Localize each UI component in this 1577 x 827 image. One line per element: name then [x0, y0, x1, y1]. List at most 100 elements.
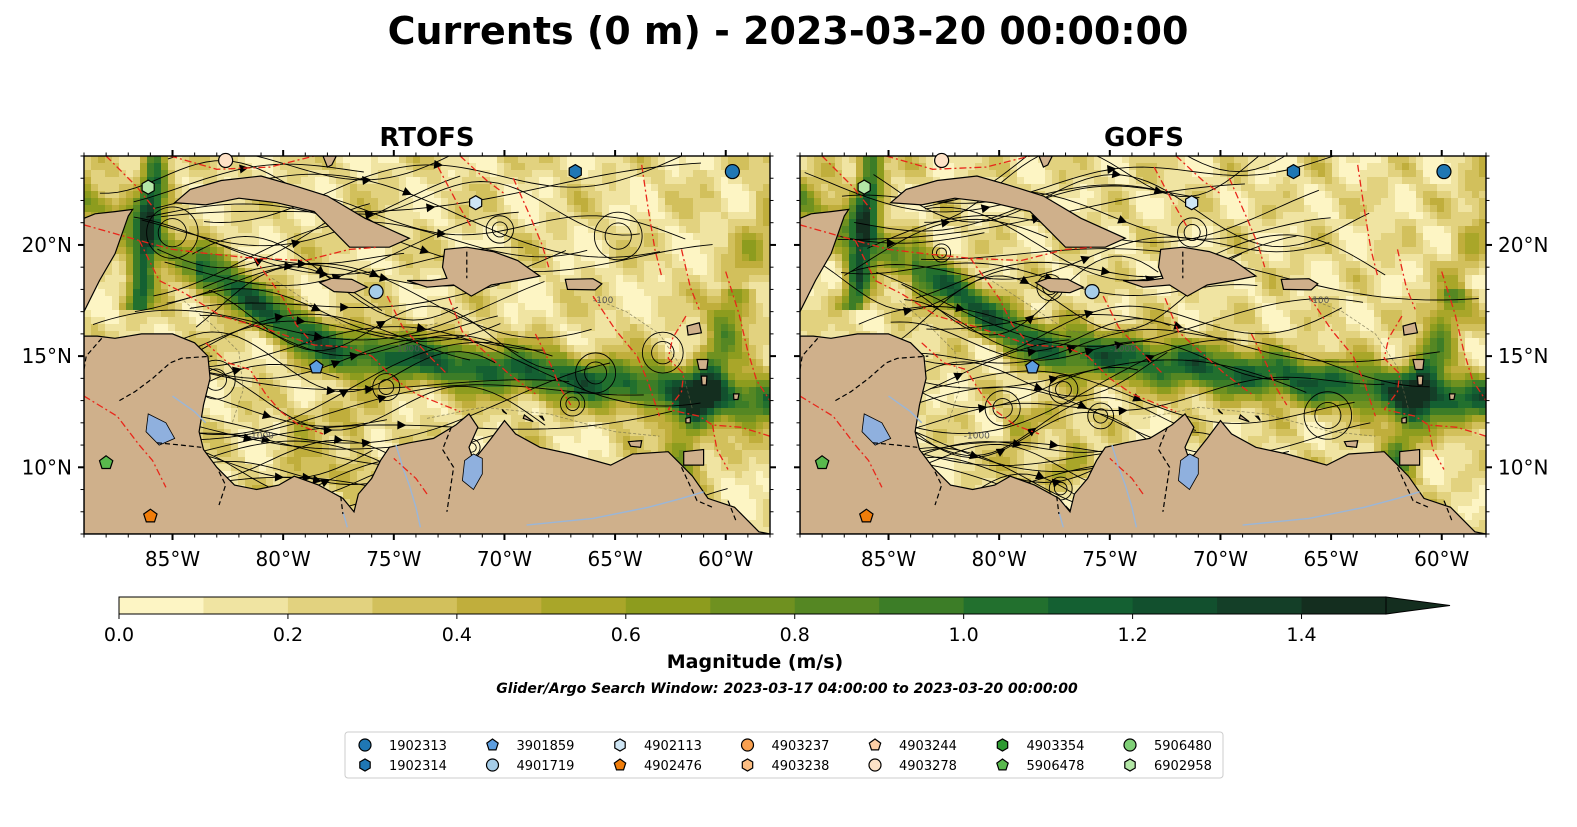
figure-title: Currents (0 m) - 2023-03-20 00:00:00: [388, 9, 1189, 53]
platform-marker-4903278[interactable]: [218, 152, 234, 169]
eddy-streamline: [1053, 481, 1068, 496]
streamline: [151, 326, 701, 407]
eez-line: [1441, 271, 1486, 401]
lon-tick-label: 85°W: [861, 547, 916, 571]
lat-tick-label: 15°N: [22, 344, 72, 368]
legend-item-4903237: 4903237: [740, 738, 829, 754]
streamline-arrowhead: [261, 410, 272, 420]
legend-item-1902313: 1902313: [358, 738, 447, 754]
legend-label: 4901719: [517, 759, 575, 774]
bathymetry-contour: [426, 406, 660, 437]
bathymetry-contour: [1142, 406, 1376, 437]
platform-marker-5906478[interactable]: [814, 455, 830, 470]
eddy-streamline: [559, 391, 586, 417]
legend-marker-4902476: [613, 758, 627, 771]
platform-marker-4901719[interactable]: [368, 284, 384, 300]
land-polygon: [696, 358, 709, 371]
platform-marker-6902958[interactable]: [857, 179, 871, 195]
platform-marker-4901719[interactable]: [1084, 284, 1100, 300]
colorbar-segment: [625, 597, 711, 614]
colorbar-extend-arrow: [1385, 596, 1451, 615]
colorbar-segment: [541, 597, 627, 614]
eez-line: [1228, 177, 1266, 268]
map-panel-rtofs[interactable]: RTOFS -1000 -100 -1000 85°W 80°W 75°W 70°W 65°W…: [22, 115, 776, 572]
eez-line: [1109, 457, 1144, 495]
platform-marker-4903278[interactable]: [934, 152, 950, 169]
map-panel-gofs[interactable]: GOFS -1000 -100 -1000 85°W 80°W 75°W 70°W 65°W 6…: [794, 90, 1548, 584]
country-border: [1056, 496, 1060, 515]
streamline-arrowhead: [274, 312, 285, 322]
land-polygon: [1217, 409, 1224, 415]
land-polygon: [318, 277, 369, 294]
platform-marker-5906478[interactable]: [98, 455, 114, 470]
bathymetry-contour: [987, 277, 1155, 337]
lakes-layer: [861, 413, 1199, 491]
streamline-arrowhead: [323, 425, 333, 435]
legend-label: 4902476: [644, 759, 702, 774]
eddy-streamline: [1087, 402, 1115, 430]
streamline-arrowhead: [349, 351, 360, 361]
legend-item-6902958: 6902958: [1124, 758, 1212, 774]
streamline-arrowhead: [1012, 438, 1022, 448]
land-polygon: [889, 175, 1127, 248]
map-area-rtofs[interactable]: -1000 -100 -1000 85°W 80°W 75°W 70°W 65°W 60°W 10…: [22, 115, 776, 572]
streamline-arrowhead: [1106, 165, 1117, 174]
contour-label: -100: [593, 296, 614, 306]
platform-marker-1902314[interactable]: [1286, 163, 1301, 180]
streamline-arrowhead: [903, 306, 913, 316]
streamline-arrowhead: [397, 420, 407, 430]
eez-line: [1308, 295, 1377, 417]
country-border: [680, 467, 713, 508]
streamline-arrowhead: [1049, 439, 1059, 449]
platform-marker-3901859[interactable]: [1024, 359, 1040, 374]
land-polygon: [538, 415, 545, 422]
map-frame: [83, 155, 771, 535]
river: [342, 511, 348, 528]
streamline-arrowhead: [940, 218, 951, 228]
platform-marker-1902313[interactable]: [1436, 163, 1452, 180]
streamline-arrowhead: [1117, 215, 1128, 224]
colorbar-segment: [1048, 597, 1134, 614]
platform-marker-4902476[interactable]: [858, 508, 874, 523]
platform-marker-3901859[interactable]: [308, 359, 324, 374]
platform-marker-6902958[interactable]: [141, 179, 155, 195]
legend-label: 4903354: [1027, 739, 1085, 754]
streamline-arrowhead: [1033, 382, 1044, 392]
land-polygon: [1402, 322, 1419, 336]
contour-label: -1000: [394, 345, 420, 355]
eddy-streamline: [641, 331, 684, 374]
streamline: [806, 255, 1020, 311]
streamline-arrowhead: [242, 433, 253, 443]
legend-label: 3901859: [517, 739, 575, 754]
streamline-arrowhead: [291, 239, 301, 249]
platform-marker-1902314[interactable]: [568, 163, 582, 180]
platform-marker-4902476[interactable]: [142, 508, 158, 523]
land-polygon: [1280, 278, 1319, 291]
platform-marker-4902113[interactable]: [469, 195, 483, 211]
legend-item-4902113: 4902113: [614, 738, 702, 754]
land-polygon: [1122, 246, 1258, 297]
lon-tick-label: 70°W: [1193, 547, 1248, 571]
eddy-streamline: [1177, 217, 1208, 248]
eddy-streamline: [157, 218, 187, 248]
legend-label: 6902958: [1154, 759, 1212, 774]
country-borders: [84, 251, 738, 524]
legend-label: 5906480: [1154, 739, 1212, 754]
legend-label: 4902113: [644, 739, 702, 754]
eddy-streamline: [604, 222, 632, 250]
eddy-streamline: [584, 361, 608, 385]
map-layers-gofs: -1000 -100 -1000: [800, 156, 1486, 534]
platform-markers: [98, 152, 740, 523]
map-area-gofs[interactable]: -1000 -100 -1000 85°W 80°W 75°W 70°W 65°W 60°W 10…: [794, 90, 1548, 584]
lon-tick-label: 85°W: [145, 547, 200, 571]
platform-marker-4902113[interactable]: [1184, 195, 1199, 211]
panel-title-rtofs: RTOFS: [379, 123, 474, 153]
eez-line: [969, 257, 1031, 346]
lon-tick-label: 70°W: [477, 547, 532, 571]
platform-marker-1902313[interactable]: [724, 163, 740, 180]
legend-marker-5906478: [996, 758, 1009, 771]
streamline-arrowhead: [1145, 354, 1156, 364]
streamline-arrowhead: [375, 320, 386, 330]
eddy-streamline: [1093, 408, 1109, 424]
eez-line: [821, 156, 872, 210]
